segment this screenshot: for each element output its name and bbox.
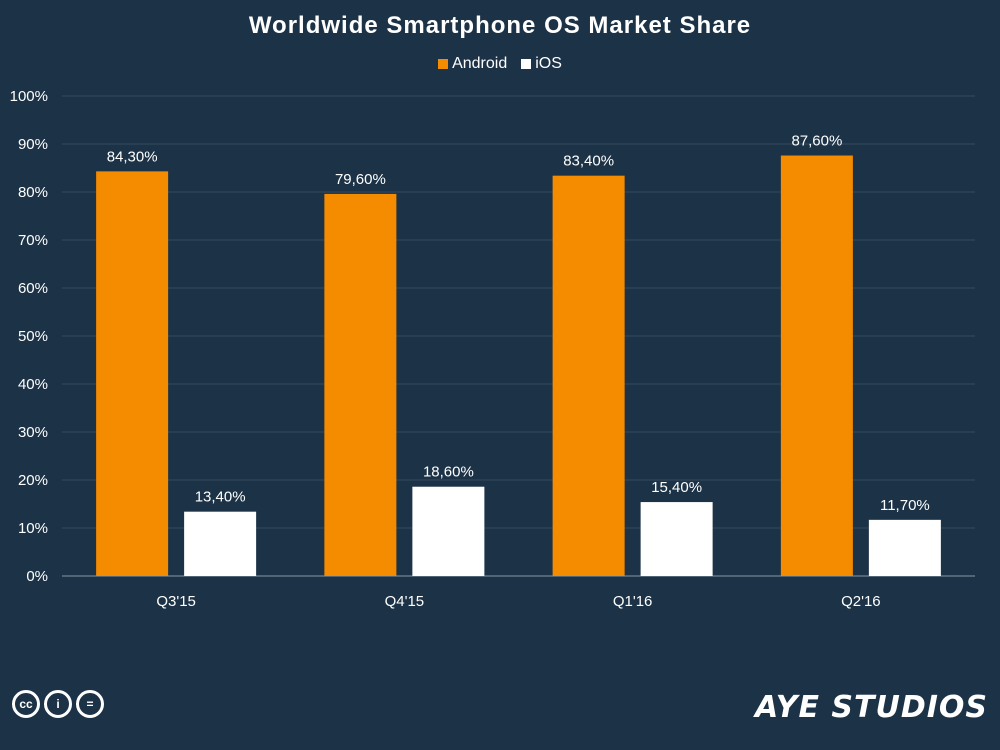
x-tick-label: Q2'16: [841, 593, 881, 610]
y-tick-label: 40%: [18, 376, 48, 393]
legend-item-android: Android: [438, 55, 507, 73]
aye-studios-logo: AYE STUDIOS: [754, 690, 988, 725]
data-label: 18,60%: [423, 464, 474, 481]
data-label: 13,40%: [195, 489, 246, 506]
bar-android-3: [780, 155, 853, 576]
bar-ios-0: [184, 511, 257, 576]
y-tick-label: 0%: [26, 568, 48, 585]
by-icon: i: [44, 690, 72, 718]
y-tick-label: 60%: [18, 280, 48, 297]
data-label: 83,40%: [563, 153, 614, 170]
bar-ios-3: [868, 519, 941, 576]
y-tick-label: 20%: [18, 472, 48, 489]
y-tick-label: 50%: [18, 328, 48, 345]
y-tick-label: 70%: [18, 232, 48, 249]
legend-label-ios: iOS: [535, 55, 562, 72]
legend-swatch-android: [438, 59, 449, 69]
data-label: 87,60%: [791, 133, 842, 150]
x-tick-label: Q1'16: [613, 593, 653, 610]
cc-icon: cc: [12, 690, 40, 718]
x-tick-label: Q3'15: [156, 593, 196, 610]
data-label: 79,60%: [335, 171, 386, 188]
legend-swatch-ios: [521, 59, 532, 69]
license-badge: cc i =: [12, 690, 104, 718]
y-tick-label: 100%: [10, 88, 48, 105]
nd-icon: =: [76, 690, 104, 718]
data-label: 15,40%: [651, 479, 702, 496]
x-tick-label: Q4'15: [385, 593, 425, 610]
y-tick-label: 80%: [18, 184, 48, 201]
y-tick-label: 30%: [18, 424, 48, 441]
legend-item-ios: iOS: [521, 55, 562, 73]
data-label: 11,70%: [880, 497, 930, 514]
y-tick-label: 10%: [18, 520, 48, 537]
bar-ios-1: [412, 486, 485, 576]
y-tick-label: 90%: [18, 136, 48, 153]
bar-android-2: [552, 175, 625, 576]
chart-title: Worldwide Smartphone OS Market Share: [248, 12, 752, 39]
legend: Android iOS: [0, 55, 1000, 73]
bar-android-1: [324, 193, 397, 577]
bar-ios-2: [640, 502, 713, 576]
data-label: 84,30%: [107, 148, 158, 165]
legend-label-android: Android: [452, 55, 508, 72]
bar-android-0: [96, 171, 169, 577]
